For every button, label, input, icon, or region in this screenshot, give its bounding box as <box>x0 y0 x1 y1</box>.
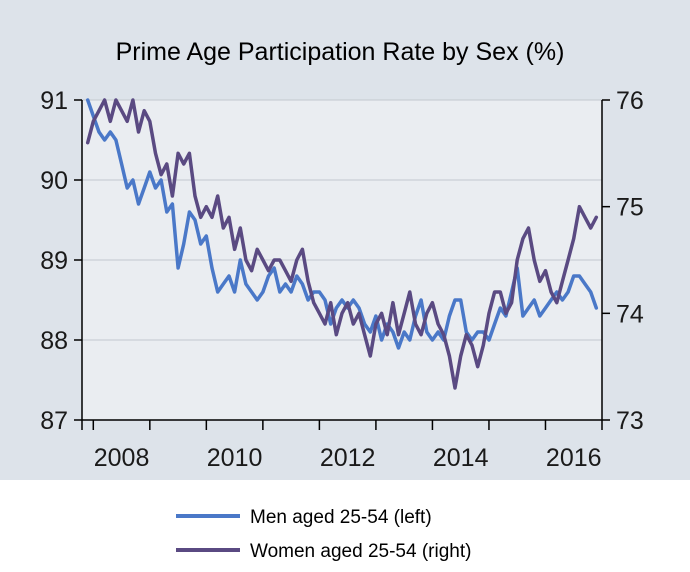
series-line-women <box>85 98 599 390</box>
y-left-tick-label: 89 <box>40 247 68 275</box>
series-lines <box>85 98 599 390</box>
y-right-tick-label: 73 <box>616 407 644 435</box>
axes <box>74 99 610 430</box>
legend-label-men: Men aged 25-54 (left) <box>250 507 432 528</box>
x-tick-label: 2008 <box>94 444 150 472</box>
tick-labels: 87 88 89 90 91 73 74 75 76 2008 2010 2012 2014 2016 <box>40 87 644 472</box>
y-right-tick-label: 75 <box>616 194 644 222</box>
legend: Men aged 25-54 (left) Women aged 25-54 (r… <box>176 507 471 562</box>
y-right-tick-label: 76 <box>616 87 644 115</box>
y-left-tick-label: 88 <box>40 327 68 355</box>
y-left-tick-label: 90 <box>40 167 68 195</box>
x-tick-label: 2010 <box>207 444 263 472</box>
y-left-tick-label: 87 <box>40 407 68 435</box>
legend-label-women: Women aged 25-54 (right) <box>250 541 471 562</box>
legend-background <box>0 480 690 572</box>
x-tick-label: 2012 <box>320 444 376 472</box>
chart-title: Prime Age Participation Rate by Sex (%) <box>116 38 565 66</box>
x-tick-label: 2016 <box>546 444 602 472</box>
x-tick-label: 2014 <box>433 444 489 472</box>
y-right-tick-label: 74 <box>616 300 644 328</box>
y-left-tick-label: 91 <box>40 87 68 115</box>
